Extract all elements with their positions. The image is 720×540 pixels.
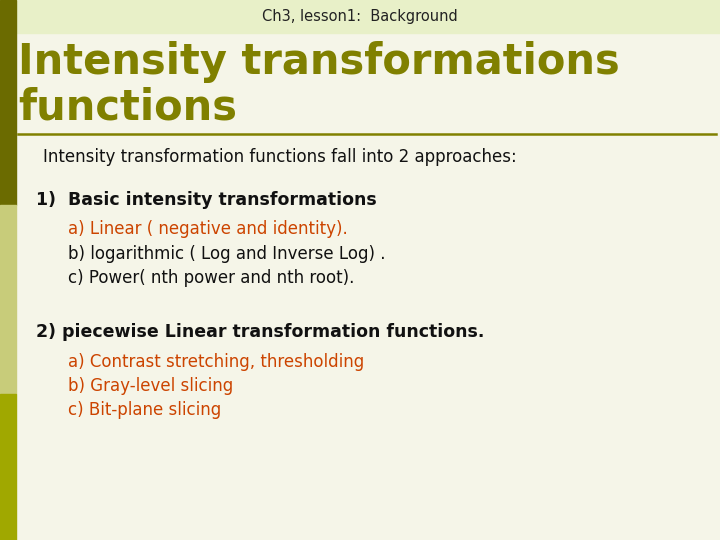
- Bar: [0, 0, 720, 33]
- Text: Intensity transformations: Intensity transformations: [18, 41, 620, 83]
- Text: 1)  Basic intensity transformations: 1) Basic intensity transformations: [36, 191, 377, 209]
- Text: b) Gray-level slicing: b) Gray-level slicing: [68, 377, 234, 395]
- Bar: [0, 394, 16, 540]
- Text: Intensity transformation functions fall into 2 approaches:: Intensity transformation functions fall …: [43, 147, 517, 166]
- Text: c) Bit-plane slicing: c) Bit-plane slicing: [68, 401, 222, 420]
- Bar: [0, 0, 16, 205]
- Text: Ch3, lesson1:  Background: Ch3, lesson1: Background: [262, 9, 458, 24]
- Text: functions: functions: [18, 87, 237, 129]
- Text: b) logarithmic ( Log and Inverse Log) .: b) logarithmic ( Log and Inverse Log) .: [68, 245, 386, 263]
- Text: c) Power( nth power and nth root).: c) Power( nth power and nth root).: [68, 269, 355, 287]
- Text: 2) piecewise Linear transformation functions.: 2) piecewise Linear transformation funct…: [36, 323, 485, 341]
- Bar: [0, 205, 16, 394]
- Text: a) Contrast stretching, thresholding: a) Contrast stretching, thresholding: [68, 353, 364, 371]
- Text: a) Linear ( negative and identity).: a) Linear ( negative and identity).: [68, 220, 348, 239]
